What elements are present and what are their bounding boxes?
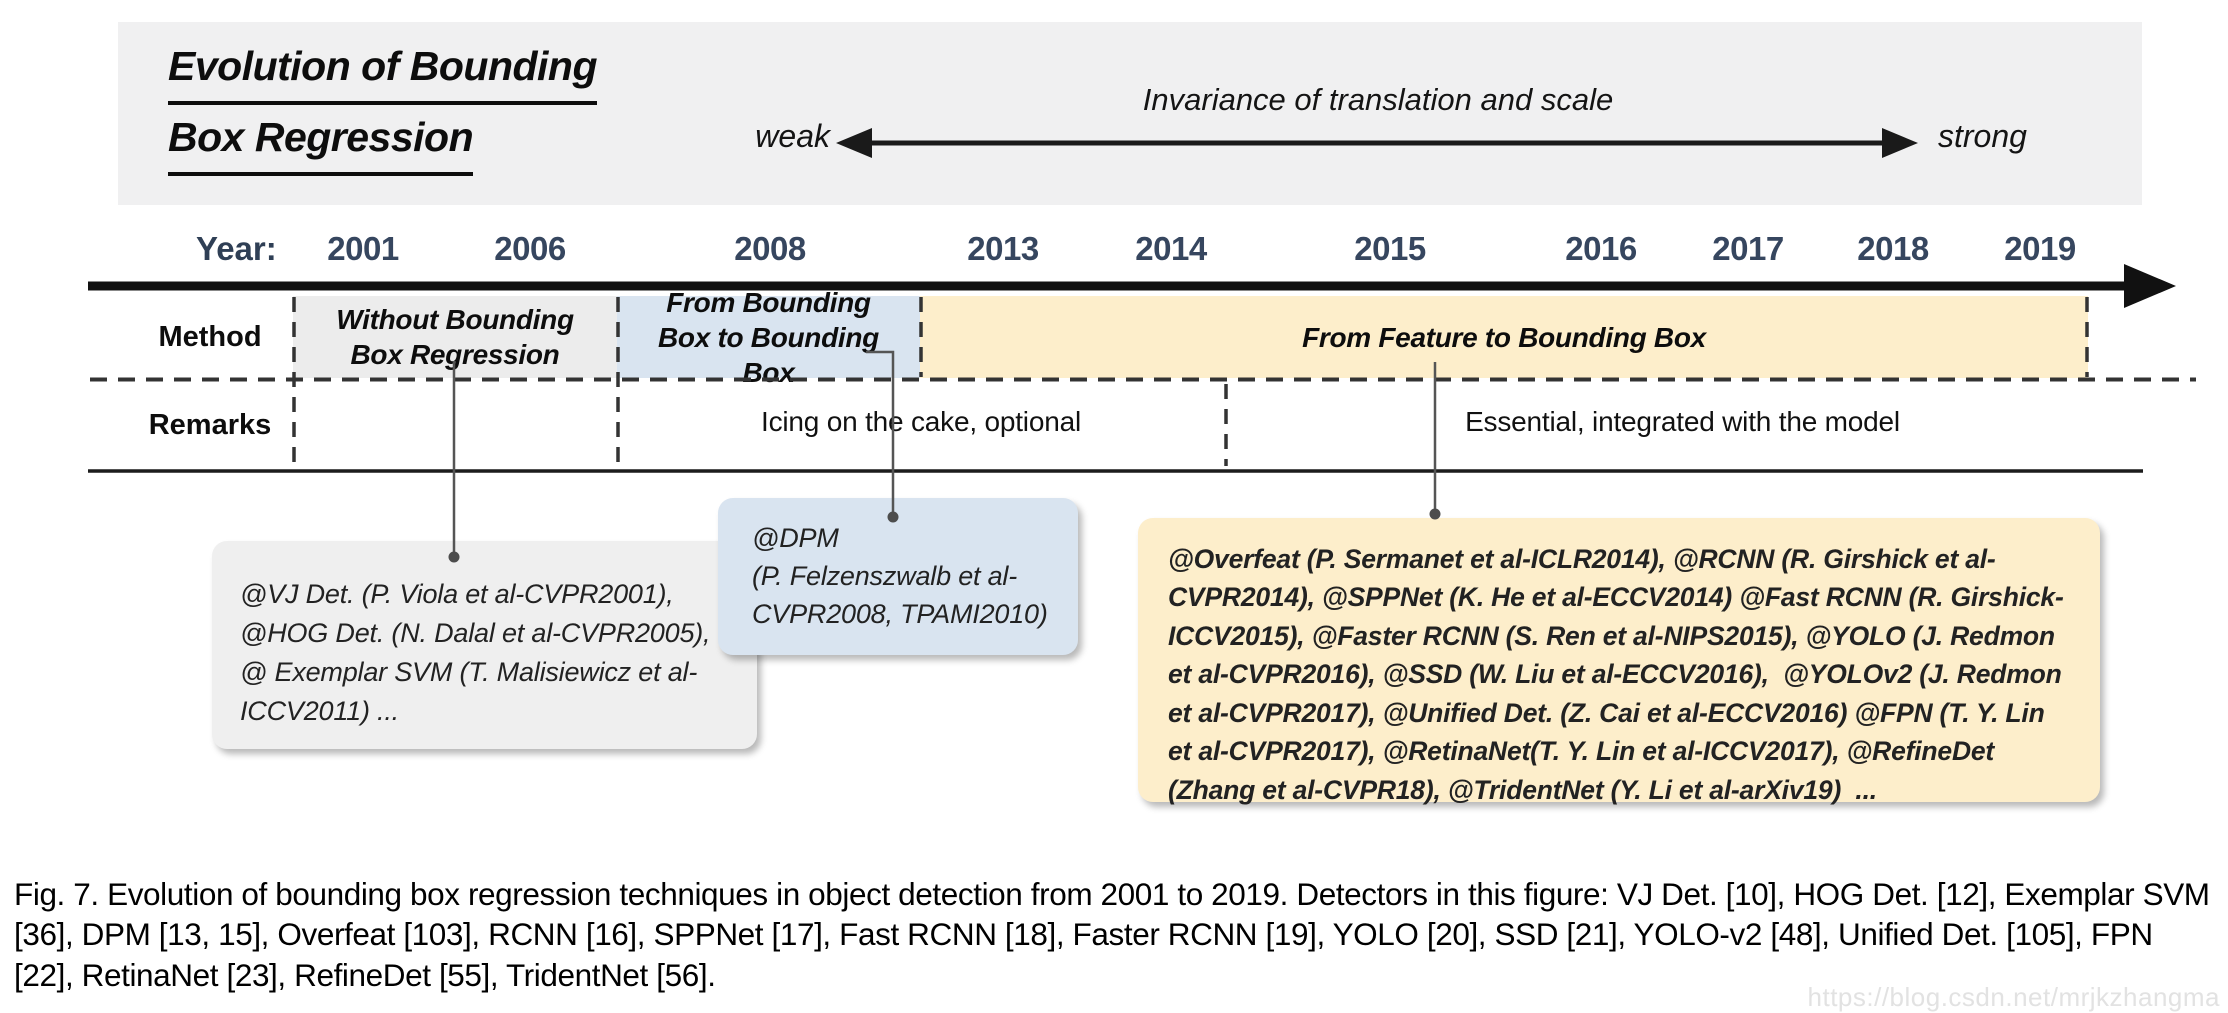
figure-title-line1: Evolution of Bounding xyxy=(168,34,598,105)
scale-weak-label: weak xyxy=(755,118,830,154)
year-2017: 2017 xyxy=(1712,230,1784,267)
method-row-label: Method xyxy=(158,320,262,353)
callout-dpm: @DPM (P. Felzenszwalb et al- CVPR2008, T… xyxy=(718,498,1078,655)
year-row-label: Year: xyxy=(196,230,277,267)
year-2019: 2019 xyxy=(2004,230,2076,267)
scale-strong-label: strong xyxy=(1938,118,2027,154)
figure-title: Evolution of Bounding Box Regression xyxy=(168,34,598,176)
callout-deep-detectors: @Overfeat (P. Sermanet et al-ICLR2014), … xyxy=(1138,518,2100,805)
year-2014: 2014 xyxy=(1135,230,1207,267)
year-2001: 2001 xyxy=(327,230,399,267)
method-segment-bbox-to-bbox: From Bounding Box to Bounding Box xyxy=(617,287,920,388)
method-segment-feature-to-bbox: From Feature to Bounding Box xyxy=(920,296,2088,378)
figure-title-line2: Box Regression xyxy=(168,105,474,176)
remark-optional: Icing on the cake, optional xyxy=(761,406,1081,437)
remarks-row-label: Remarks xyxy=(148,408,272,441)
callout-early-detectors: @VJ Det. (P. Viola et al-CVPR2001), @HOG… xyxy=(212,541,757,749)
figure-caption: Fig. 7. Evolution of bounding box regres… xyxy=(14,876,2210,993)
year-2006: 2006 xyxy=(494,230,566,267)
year-2018: 2018 xyxy=(1857,230,1929,267)
year-2016: 2016 xyxy=(1565,230,1637,267)
watermark-url: https://blog.csdn.net/mrjkzhangma xyxy=(1807,982,2220,1012)
invariance-axis-label: Invariance of translation and scale xyxy=(1142,82,1614,117)
remark-essential: Essential, integrated with the model xyxy=(1465,406,1900,437)
year-2013: 2013 xyxy=(967,230,1039,267)
method-segment-without-bbr: Without Bounding Box Regression xyxy=(293,296,617,378)
year-2015: 2015 xyxy=(1354,230,1426,267)
year-2008: 2008 xyxy=(734,230,806,267)
